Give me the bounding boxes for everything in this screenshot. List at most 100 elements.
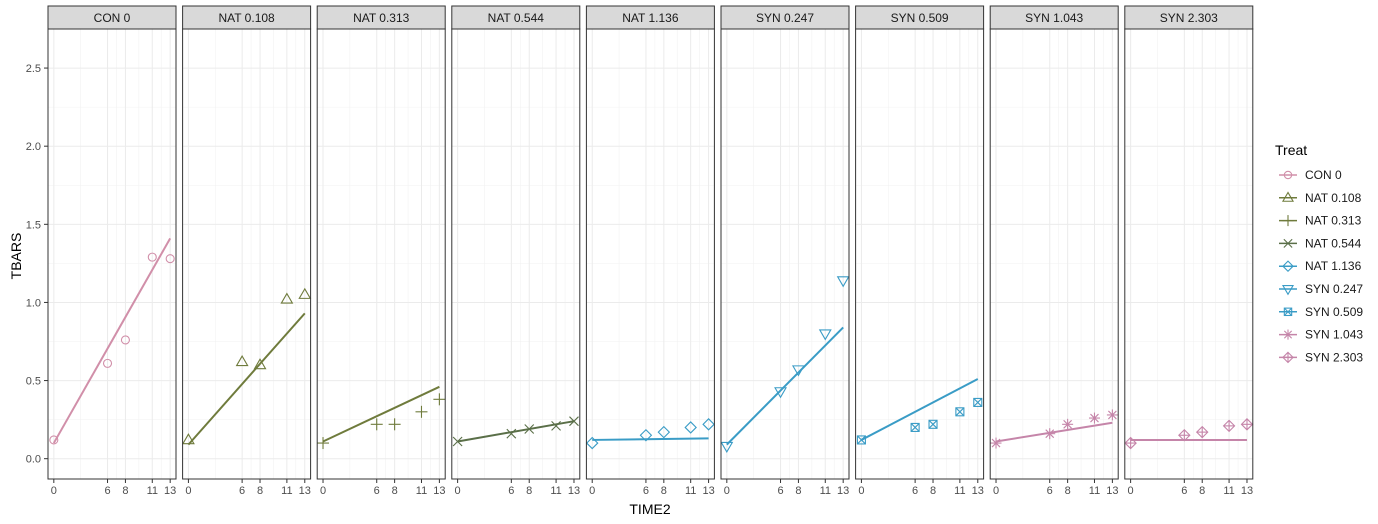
x-tick-label: 0 [185,485,191,497]
facet-panel: SYN 2.303 0 6 8 11 13 [1124,5,1254,497]
data-point [253,358,267,370]
data-point [684,421,697,434]
x-tick-label: 6 [777,485,783,497]
facet-strip [720,5,850,30]
data-point [433,393,446,406]
legend-key-symbol [1282,260,1294,273]
data-point [102,358,113,368]
x-tick-label: 8 [1065,485,1071,497]
data-point [415,405,428,418]
facet-strip [316,5,446,30]
data-point [1088,412,1100,424]
data-point [856,435,866,445]
y-tick-label: 0.0 [26,454,41,466]
x-tick-label: 11 [1223,485,1234,497]
data-point [1222,419,1236,433]
y-tick-label: 2.5 [26,63,41,75]
panel-grid [855,29,984,479]
data-point [1178,428,1191,442]
legend-item: NAT 0.108 [1279,191,1362,205]
y-tick-label: 0.5 [26,376,41,388]
data-point [1062,418,1074,430]
data-point [551,420,561,431]
y-tick-label: 2.0 [26,141,41,153]
trend-line [726,326,844,446]
facet-panel: SYN 0.247 0 6 8 11 13 [720,5,850,497]
x-tick-label: 11 [1089,485,1100,497]
facet-strip [989,5,1119,30]
x-tick-label: 13 [972,485,984,497]
x-tick-label: 13 [164,485,176,497]
facet-strip [47,5,177,30]
x-tick-label: 0 [589,485,595,497]
panel-background [317,29,446,479]
legend-item: SYN 1.043 [1279,328,1363,342]
x-tick-label: 0 [724,485,730,497]
x-tick-label: 6 [1047,485,1053,497]
data-point [702,418,715,431]
facet-panel: SYN 1.043 0 6 8 11 13 [989,5,1119,497]
data-point [165,254,175,264]
trend-line [187,312,306,446]
panel-grid [48,29,176,479]
x-tick-label: 6 [374,485,380,497]
x-tick-label: 8 [526,485,532,497]
facet-strip-label: CON 0 [94,11,131,25]
y-axis: 0.0 0.5 1.0 1.5 2.0 2.5 [26,63,48,466]
legend: Treat CON 0 NAT 0.108 NAT 0.313 NAT 0.544 NA… [1275,142,1363,364]
facet-panel: CON 0 0 6 8 11 13 [47,5,177,497]
legend-key-symbol [1283,238,1293,248]
panel-grid [586,29,715,479]
x-tick-label: 11 [954,485,965,497]
x-tick-label: 6 [643,485,649,497]
x-tick-label: 0 [320,485,326,497]
data-point [973,397,983,407]
panel-background [586,29,715,479]
y-tick-label: 1.5 [26,219,41,231]
trend-line [592,437,709,441]
panel-grid [317,29,446,479]
x-tick-label: 6 [104,485,110,497]
panel-grid [182,29,311,479]
legend-label: NAT 0.108 [1305,191,1362,205]
panel-background [855,29,984,479]
data-point [569,416,579,427]
data-point [370,418,383,431]
legend-item: SYN 0.509 [1279,305,1363,319]
panel-grid [721,29,849,479]
data-point [280,292,294,304]
x-tick-label: 8 [661,485,667,497]
x-tick-label: 13 [299,485,311,497]
data-point [1240,418,1254,431]
y-tick-label: 1.0 [26,297,41,309]
x-tick-label: 13 [837,485,849,497]
x-tick-label: 11 [281,485,292,497]
x-tick-label: 8 [392,485,398,497]
data-point [657,425,671,439]
x-tick-label: 8 [122,485,128,497]
facet-strip-label: NAT 0.544 [488,11,545,25]
panel-background [1124,29,1253,479]
legend-item: NAT 1.136 [1279,259,1362,273]
facet-strip-label: NAT 0.108 [218,11,275,25]
legend-label: NAT 0.544 [1305,236,1362,250]
facet-strip-label: SYN 0.247 [756,11,814,25]
x-tick-label: 0 [51,485,57,497]
trend-line [860,378,979,441]
legend-key-symbol [1283,170,1293,180]
data-point [1195,425,1209,439]
legend-item: NAT 0.544 [1279,236,1362,250]
panel-grid [451,29,580,479]
x-tick-label: 11 [685,485,696,497]
facet-strip [585,5,715,30]
data-point [1106,409,1118,421]
x-tick-label: 0 [455,485,461,497]
facet-strip [451,5,581,30]
data-point [120,335,130,345]
panel-grid [1124,29,1253,479]
x-tick-label: 0 [993,485,999,497]
trend-line [995,421,1113,443]
data-point [1044,428,1056,440]
data-point [990,437,1002,449]
